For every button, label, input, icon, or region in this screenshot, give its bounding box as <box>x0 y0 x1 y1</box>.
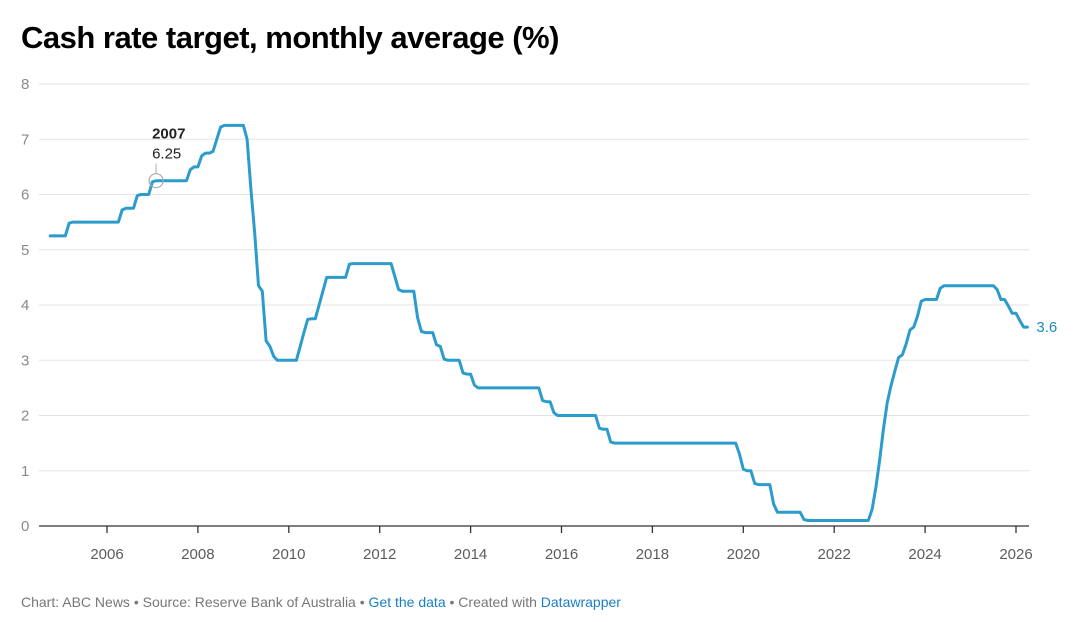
chart-title: Cash rate target, monthly average (%) <box>21 20 559 55</box>
x-tick-label: 2018 <box>636 546 669 563</box>
get-the-data-link[interactable]: Get the data <box>368 594 446 610</box>
x-tick-label: 2024 <box>908 546 941 563</box>
y-axis: 0 1 2 3 4 5 6 7 8 <box>21 76 29 535</box>
x-tick-label: 2014 <box>454 546 487 563</box>
annotation-2007: 2007 6.25 <box>148 126 185 189</box>
footer-separator: • <box>129 594 143 610</box>
footer-credit: Chart: ABC News <box>21 594 130 610</box>
footer-separator: • <box>445 594 459 610</box>
end-value-label: 3.6 <box>1036 319 1057 336</box>
x-tick-label: 2026 <box>999 546 1032 563</box>
footer-source: Source: Reserve Bank of Australia <box>142 594 356 610</box>
series-line-cash-rate <box>48 123 1029 522</box>
y-tick-label: 7 <box>21 131 29 148</box>
y-tick-label: 6 <box>21 187 29 204</box>
x-tick-label: 2010 <box>272 546 305 563</box>
annotation-value: 6.25 <box>152 146 181 163</box>
y-tick-label: 0 <box>21 518 29 535</box>
y-tick-label: 3 <box>21 352 29 369</box>
y-tick-label: 8 <box>21 76 29 93</box>
chart-footer: Chart: ABC News • Source: Reserve Bank o… <box>21 594 621 610</box>
footer-created-with: Created with <box>458 594 541 610</box>
x-tick-label: 2008 <box>181 546 214 563</box>
x-tick-label: 2006 <box>90 546 123 563</box>
x-tick-label: 2020 <box>727 546 760 563</box>
x-tick-label: 2012 <box>363 546 396 563</box>
annotation-year: 2007 <box>152 126 185 143</box>
gridlines <box>39 83 1029 472</box>
x-axis: 2006 2008 2010 2012 2014 2016 2018 2020 2022 2024… <box>39 525 1033 563</box>
x-tick-label: 2022 <box>818 546 851 563</box>
y-tick-label: 4 <box>21 297 29 314</box>
y-tick-label: 2 <box>21 408 29 425</box>
y-tick-label: 1 <box>21 463 29 480</box>
y-tick-label: 5 <box>21 242 29 259</box>
footer-separator: • <box>355 594 369 610</box>
x-tick-label: 2016 <box>545 546 578 563</box>
datawrapper-link[interactable]: Datawrapper <box>540 594 621 610</box>
